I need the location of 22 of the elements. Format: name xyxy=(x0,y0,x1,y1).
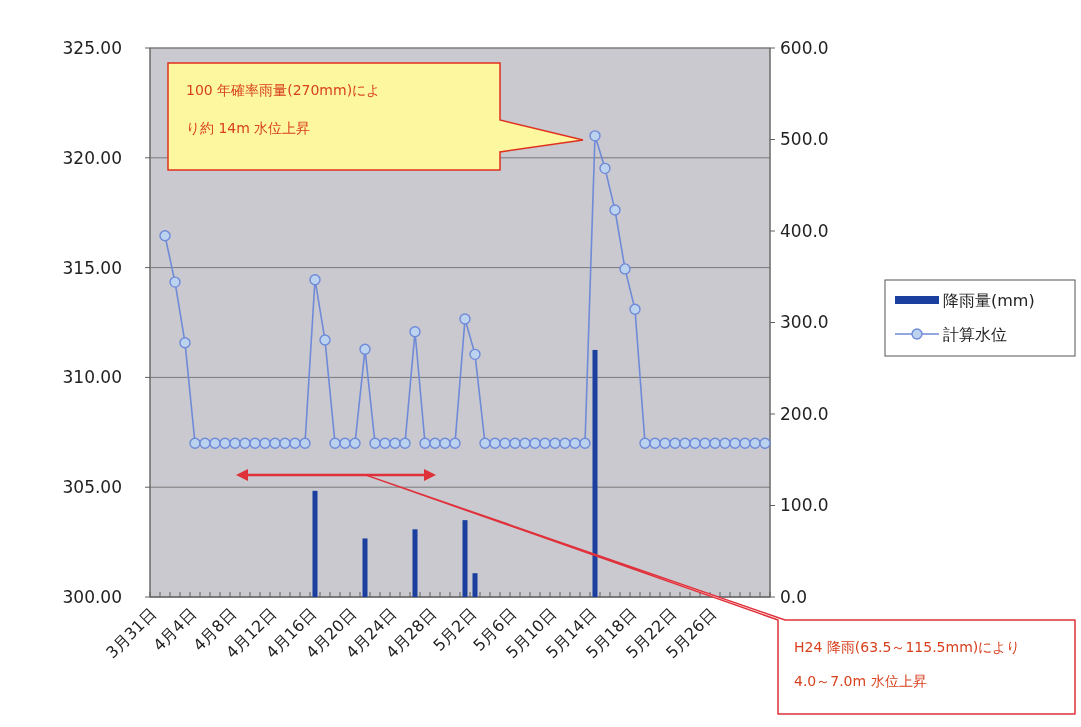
y2-tick-label: 300.0 xyxy=(780,312,829,333)
y-tick-label: 320.00 xyxy=(62,147,122,168)
y-tick-label: 305.00 xyxy=(62,477,122,498)
bar xyxy=(462,520,468,597)
y2-tick-label: 100.0 xyxy=(780,495,829,516)
y-tick-label: 325.00 xyxy=(62,37,122,58)
callout-box: 100 年確率雨量(270mm)により約 14m 水位上昇 xyxy=(167,62,584,171)
y2-tick-label: 500.0 xyxy=(780,129,829,150)
legend-label: 降雨量(mm) xyxy=(943,290,1035,310)
bar xyxy=(312,490,318,597)
y2-tick-label: 0.0 xyxy=(780,586,808,607)
bar xyxy=(362,538,368,597)
bar xyxy=(412,529,418,597)
bar xyxy=(592,349,598,597)
y2-tick-label: 600.0 xyxy=(780,37,829,58)
y-tick-label: 315.00 xyxy=(62,257,122,278)
legend-label: 計算水位 xyxy=(943,324,1007,344)
y2-tick-label: 200.0 xyxy=(780,403,829,424)
y2-tick-label: 400.0 xyxy=(780,220,829,241)
y-tick-label: 300.00 xyxy=(62,586,122,607)
y-tick-label: 310.00 xyxy=(62,367,122,388)
bar xyxy=(472,573,478,597)
